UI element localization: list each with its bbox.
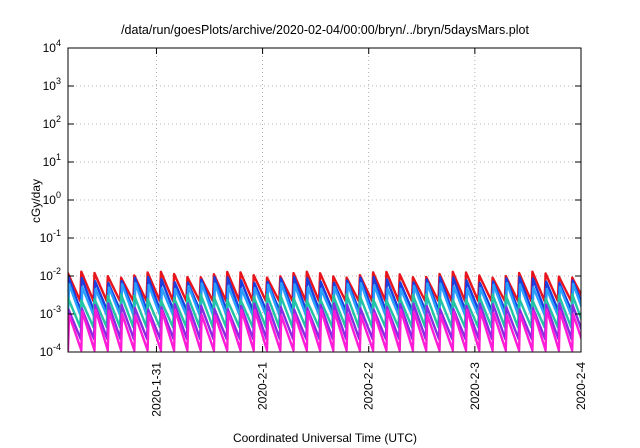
- axes: 10-4 10-3 10-2 10-1 100 101 102 103 104 2020-1-31…: [40, 38, 588, 417]
- x-tick-label: 2020-2-1: [256, 362, 270, 410]
- y-tick-label: 104: [43, 38, 61, 55]
- series-line: [68, 308, 581, 352]
- chart-title: /data/run/goesPlots/archive/2020-02-04/0…: [121, 23, 529, 37]
- y-tick-label: 10-4: [40, 342, 61, 359]
- y-tick-label: 103: [43, 76, 61, 93]
- y-tick-label: 10-2: [40, 266, 61, 283]
- x-tick-label: 2020-2-2: [362, 362, 376, 410]
- x-tick-label: 2020-2-3: [468, 362, 482, 410]
- x-tick-label: 2020-2-4: [574, 362, 588, 410]
- y-tick-label: 10-1: [40, 228, 61, 245]
- series-lines: [68, 270, 581, 352]
- y-axis-label: cGy/day: [29, 179, 43, 223]
- y-tick-label: 100: [43, 190, 61, 207]
- y-tick-label: 102: [43, 114, 61, 131]
- y-tick-label: 10-3: [40, 304, 61, 321]
- x-tick-label: 2020-1-31: [149, 362, 163, 417]
- plot-frame: [67, 47, 582, 353]
- series-line: [68, 275, 581, 313]
- y-tick-label: 101: [43, 152, 61, 169]
- x-axis-label: Coordinated Universal Time (UTC): [233, 431, 417, 445]
